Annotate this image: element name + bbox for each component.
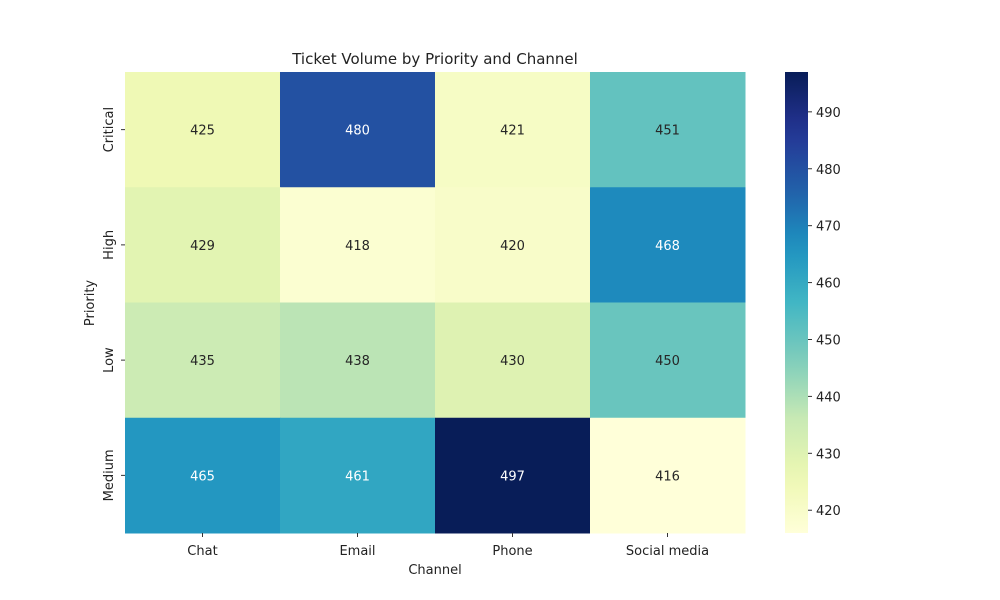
x-tick-label: Chat <box>187 544 217 559</box>
colorbar-tick-label: 450 <box>816 333 841 348</box>
cell-value-label: 480 <box>345 124 370 139</box>
heatmap-cell <box>125 417 281 534</box>
heatmap-cell <box>280 72 436 188</box>
colorbar-tick-label: 440 <box>816 390 841 405</box>
cell-value-label: 451 <box>655 124 680 139</box>
chart-title: Ticket Volume by Priority and Channel <box>291 50 578 68</box>
colorbar-tick-label: 490 <box>816 106 841 121</box>
x-axis-ticks: Chat Email Phone Social media <box>187 533 709 559</box>
heatmap-cell <box>280 187 436 303</box>
cell-value-label: 468 <box>655 239 680 254</box>
colorbar-tick-label: 420 <box>816 504 841 519</box>
x-tick-label: Social media <box>626 544 709 559</box>
cell-value-label: 420 <box>500 239 525 254</box>
heatmap-cell <box>280 302 436 419</box>
cell-value-label: 435 <box>190 354 215 369</box>
cell-value-label: 450 <box>655 354 680 369</box>
colorbar-tick-label: 460 <box>816 277 841 292</box>
y-tick-label: High <box>102 230 117 260</box>
heatmap-cell <box>125 72 281 188</box>
colorbar-tick-label: 470 <box>816 220 841 235</box>
heatmap-cells: 425 480 421 451 429 418 420 468 435 438 430 450 465 4… <box>125 72 746 534</box>
heatmap-cell <box>590 187 746 303</box>
heatmap-cell <box>435 417 591 534</box>
cell-value-label: 421 <box>500 124 525 139</box>
y-tick-label: Critical <box>102 107 117 152</box>
y-tick-label: Medium <box>102 449 117 501</box>
cell-value-label: 461 <box>345 469 370 484</box>
y-axis-label: Priority <box>83 280 98 327</box>
cell-value-label: 430 <box>500 354 525 369</box>
colorbar-tick-label: 480 <box>816 163 841 178</box>
heatmap-cell <box>125 187 281 303</box>
heatmap-cell <box>590 302 746 419</box>
heatmap-cell <box>590 417 746 534</box>
x-tick-label: Phone <box>492 544 532 559</box>
heatmap-cell <box>280 417 436 534</box>
colorbar <box>785 72 808 533</box>
cell-value-label: 429 <box>190 239 215 254</box>
cell-value-label: 497 <box>500 469 525 484</box>
heatmap-cell <box>125 302 281 419</box>
cell-value-label: 425 <box>190 124 215 139</box>
colorbar-tick-label: 430 <box>816 447 841 462</box>
x-tick-label: Email <box>339 544 375 559</box>
heatmap-cell <box>435 302 591 419</box>
cell-value-label: 416 <box>655 469 680 484</box>
heatmap-cell <box>590 72 746 188</box>
cell-value-label: 438 <box>345 354 370 369</box>
colorbar-ticks: 420 430 440 450 460 470 480 490 <box>808 106 841 519</box>
heatmap-cell <box>435 187 591 303</box>
y-tick-label: Low <box>102 347 117 373</box>
cell-value-label: 465 <box>190 469 215 484</box>
y-axis-ticks: Critical High Low Medium <box>102 107 125 501</box>
cell-value-label: 418 <box>345 239 370 254</box>
x-axis-label: Channel <box>408 563 461 578</box>
heatmap-cell <box>435 72 591 188</box>
